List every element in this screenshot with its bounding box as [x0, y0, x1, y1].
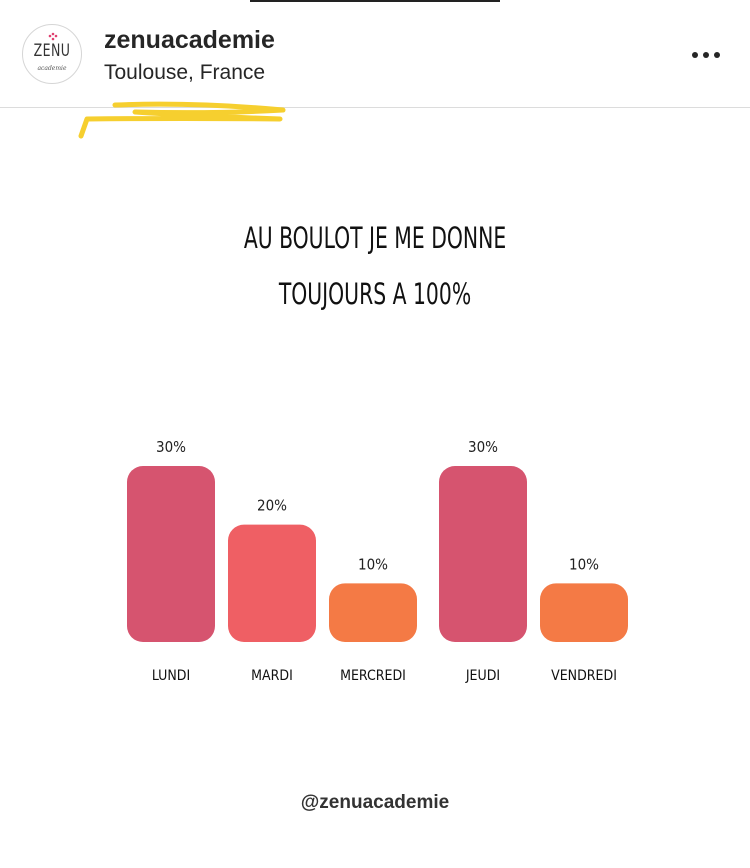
location-link[interactable]: Toulouse, France: [104, 61, 266, 84]
username-link[interactable]: zenuacademie: [104, 26, 275, 54]
value-label-vendredi: 10%: [569, 555, 599, 573]
category-label-jeudi: JEUDI: [465, 668, 500, 684]
avatar-logo-text: ZENU: [33, 41, 71, 61]
category-label-vendredi: VENDREDI: [551, 668, 617, 684]
more-horizontal-icon: [703, 52, 709, 58]
logo-dots-icon: [48, 32, 58, 41]
more-horizontal-icon: [692, 52, 698, 58]
post-title-line-1: AU BOULOT JE ME DONNE: [243, 221, 507, 255]
account-handle: @zenuacademie: [300, 792, 450, 813]
value-label-lundi: 30%: [156, 438, 186, 456]
value-label-mercredi: 10%: [358, 555, 388, 573]
bar-jeudi: [439, 466, 527, 642]
yellow-scribble: [78, 101, 286, 139]
post-title: AU BOULOT JE ME DONNE TOUJOURS A 100%: [83, 210, 668, 322]
category-label-mercredi: MERCREDI: [340, 668, 406, 684]
category-label-lundi: LUNDI: [152, 668, 190, 684]
value-label-jeudi: 30%: [468, 438, 498, 456]
bar-vendredi: [540, 583, 628, 642]
bar-chart: 30% LUNDI 20% MARDI 10% MERCREDI 30% JEUDI 10% VE…: [127, 438, 628, 684]
category-label-mardi: MARDI: [251, 668, 293, 684]
bar-mercredi: [329, 583, 417, 642]
avatar[interactable]: ZENU academie: [22, 24, 82, 84]
more-options-button[interactable]: [684, 40, 728, 70]
bar-lundi: [127, 466, 215, 642]
bar-mardi: [228, 524, 316, 642]
more-horizontal-icon: [714, 52, 720, 58]
post-header: ZENU academie zenuacademie Toulouse, Fra…: [0, 0, 750, 108]
post-title-line-2: TOUJOURS A 100%: [278, 277, 472, 311]
top-edge-rule: [250, 0, 500, 2]
value-label-mardi: 20%: [257, 497, 287, 515]
avatar-logo-subtext: academie: [37, 65, 67, 72]
